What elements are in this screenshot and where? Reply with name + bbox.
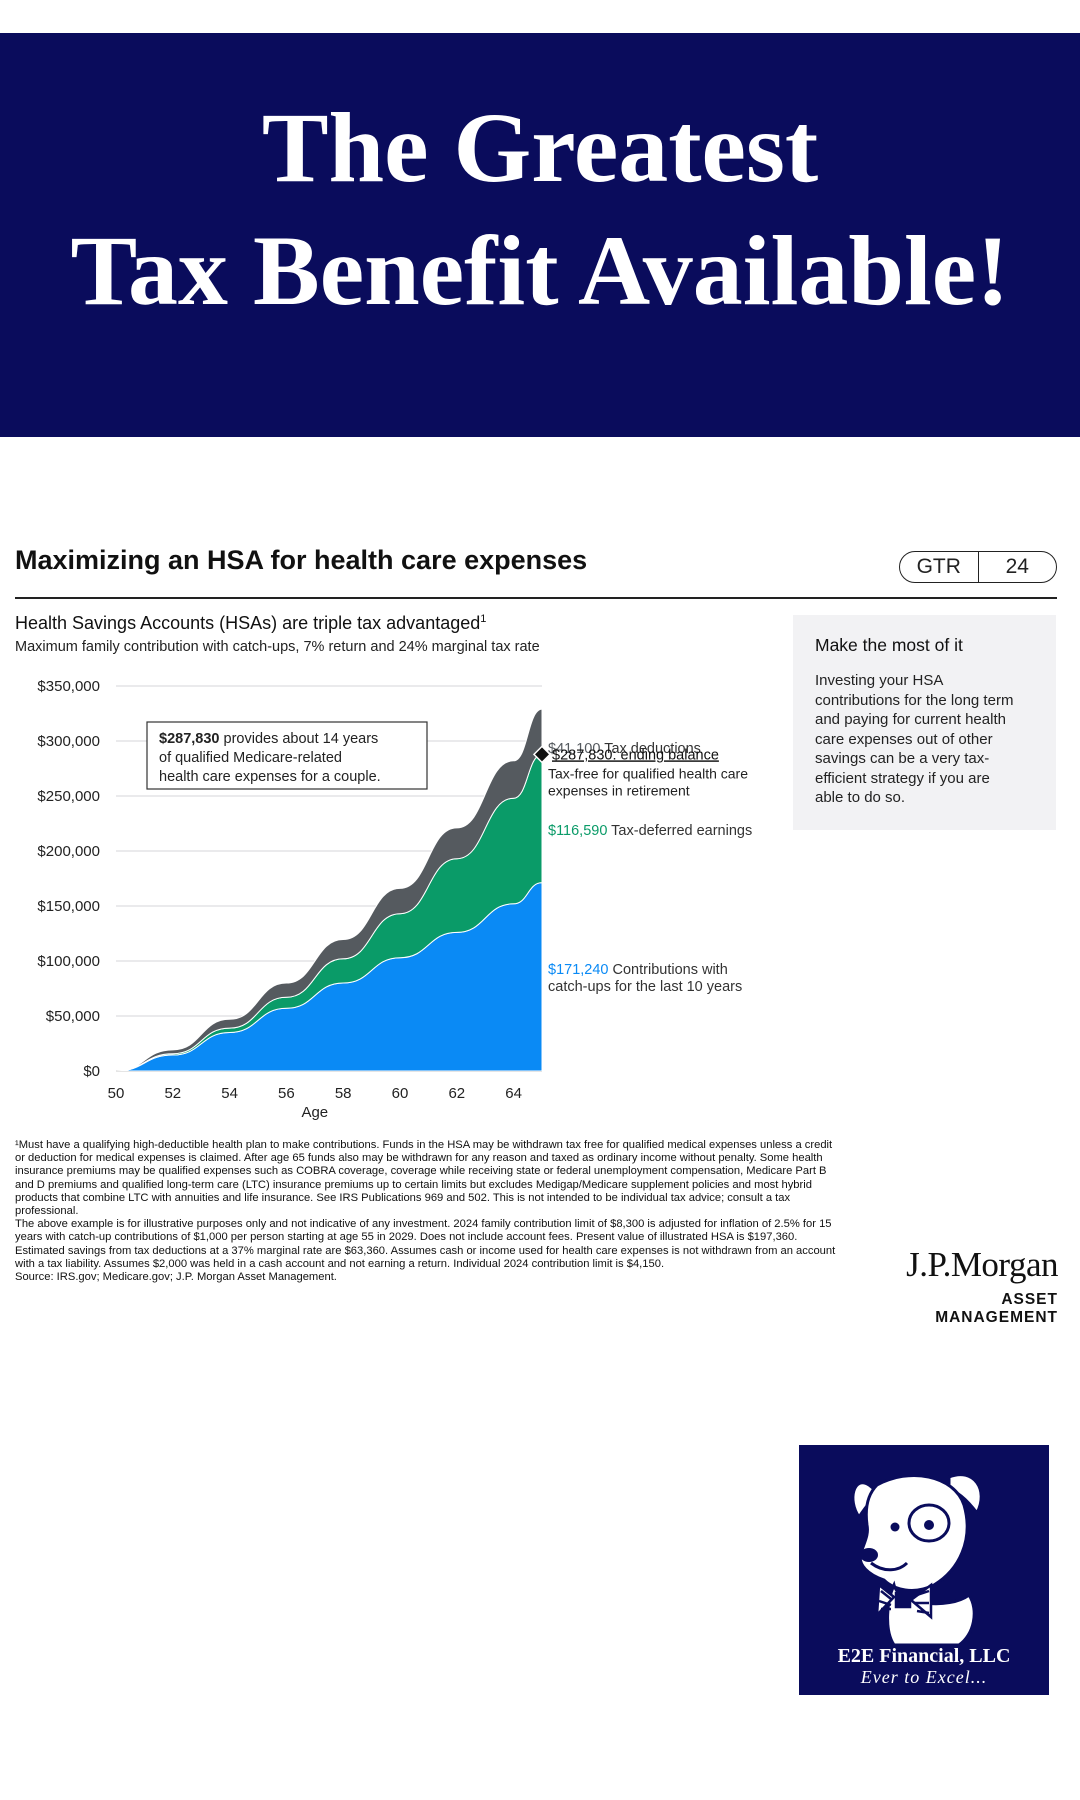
e2e-company-name: E2E Financial, LLC bbox=[837, 1645, 1011, 1667]
callout-value: $287,830 bbox=[159, 731, 219, 747]
banner-title-line-1: The Greatest bbox=[261, 92, 819, 203]
gtr-badge: GTR 24 bbox=[899, 551, 1057, 583]
footnote: ¹Must have a qualifying high-deductible … bbox=[15, 1139, 845, 1284]
gtr-badge-number: 24 bbox=[1005, 555, 1029, 578]
label-tax-deductions-text: Tax deductions bbox=[600, 741, 701, 757]
card-title: Maximizing an HSA for health care expens… bbox=[15, 545, 588, 575]
footnote-p2: The above example is for illustrative pu… bbox=[15, 1218, 836, 1270]
label-tax-deductions: $41,100 Tax deductions bbox=[548, 741, 701, 757]
y-tick-label: $250,000 bbox=[37, 788, 100, 805]
label-contributions-line-2: catch-ups for the last 10 years bbox=[548, 979, 742, 995]
y-tick-label: $50,000 bbox=[46, 1008, 100, 1025]
banner-title-line-2: Tax Benefit Available! bbox=[70, 215, 1010, 326]
y-tick-label: $150,000 bbox=[37, 898, 100, 915]
label-earnings-value: $116,590 bbox=[548, 823, 607, 839]
make-the-most-panel: Make the most of it Investing your HSA c… bbox=[793, 615, 1056, 830]
title-banner: The Greatest Tax Benefit Available! bbox=[0, 33, 1080, 437]
jpmorgan-name: J.P.Morgan bbox=[906, 1245, 1058, 1284]
y-tick-label: $350,000 bbox=[37, 678, 100, 695]
jpmorgan-logo: J.P.Morgan ASSET MANAGEMENT bbox=[888, 1245, 1058, 1327]
chart-axes: $0 $50,000 $100,000 $150,000 $200,000 $250,00… bbox=[37, 678, 522, 1121]
label-contributions-text: Contributions with bbox=[608, 962, 727, 978]
label-ending-line-1: Tax-free for qualified health care bbox=[548, 765, 748, 781]
chart-subtitle-text: Health Savings Accounts (HSAs) are tripl… bbox=[15, 613, 481, 633]
chart-areas bbox=[115, 708, 543, 1072]
label-contributions: $171,240 Contributions with bbox=[548, 962, 728, 978]
y-tick-label: $100,000 bbox=[37, 953, 100, 970]
callout-line-1-rest: provides about 14 years bbox=[219, 731, 378, 747]
x-tick-label: 50 bbox=[108, 1085, 125, 1102]
e2e-logo: E2E Financial, LLC Ever to Excel... bbox=[799, 1445, 1049, 1695]
chart-subtitle: Health Savings Accounts (HSAs) are tripl… bbox=[15, 613, 486, 634]
label-ending-line-2: expenses in retirement bbox=[548, 782, 690, 798]
x-tick-label: 58 bbox=[335, 1085, 352, 1102]
dog-mascot-icon bbox=[851, 1473, 983, 1645]
label-tax-deductions-value: $41,100 bbox=[548, 741, 600, 757]
jpmorgan-subtitle: ASSET MANAGEMENT bbox=[935, 1291, 1058, 1326]
x-tick-label: 52 bbox=[164, 1085, 181, 1102]
callout-line-2: of qualified Medicare-related bbox=[159, 750, 342, 766]
footnote-source: Source: IRS.gov; Medicare.gov; J.P. Morg… bbox=[15, 1271, 337, 1284]
x-tick-label: 62 bbox=[448, 1085, 465, 1102]
y-tick-label: $200,000 bbox=[37, 843, 100, 860]
gtr-badge-label: GTR bbox=[900, 552, 979, 582]
callout-box bbox=[146, 721, 428, 790]
label-tax-deferred-earnings: $116,590 Tax-deferred earnings bbox=[548, 823, 752, 839]
footnote-marker: 1 bbox=[480, 613, 487, 625]
label-contributions-value: $171,240 bbox=[548, 962, 608, 978]
panel-body: Investing your HSA contributions for the… bbox=[815, 672, 1014, 806]
label-ending-balance: $287,830: ending balance bbox=[552, 747, 719, 763]
footnote-p1: ¹Must have a qualifying high-deductible … bbox=[15, 1139, 833, 1218]
panel-heading: Make the most of it bbox=[815, 635, 963, 655]
x-tick-label: 54 bbox=[221, 1085, 238, 1102]
y-tick-label: $300,000 bbox=[37, 733, 100, 750]
area-deductions bbox=[115, 708, 543, 1072]
ending-balance-marker bbox=[532, 745, 552, 764]
callout-line-3: health care expenses for a couple. bbox=[159, 769, 381, 785]
label-earnings-text: Tax-deferred earnings bbox=[607, 823, 752, 839]
header-divider bbox=[15, 597, 1057, 599]
chart-description: Maximum family contribution with catch-u… bbox=[15, 639, 540, 655]
x-tick-label: 60 bbox=[392, 1085, 409, 1102]
x-tick-label: 56 bbox=[278, 1085, 295, 1102]
x-axis-label: Age bbox=[301, 1104, 328, 1121]
callout-line-1: $287,830 provides about 14 years bbox=[159, 731, 378, 747]
e2e-tagline: Ever to Excel... bbox=[860, 1667, 988, 1687]
x-tick-label: 64 bbox=[505, 1085, 522, 1102]
chart-annotations: $41,100 Tax deductions$287,830: ending b… bbox=[146, 721, 752, 995]
hsa-area-chart: $0 $50,000 $100,000 $150,000 $200,000 $250,00… bbox=[37, 678, 752, 1121]
y-tick-label: $0 bbox=[83, 1063, 100, 1080]
